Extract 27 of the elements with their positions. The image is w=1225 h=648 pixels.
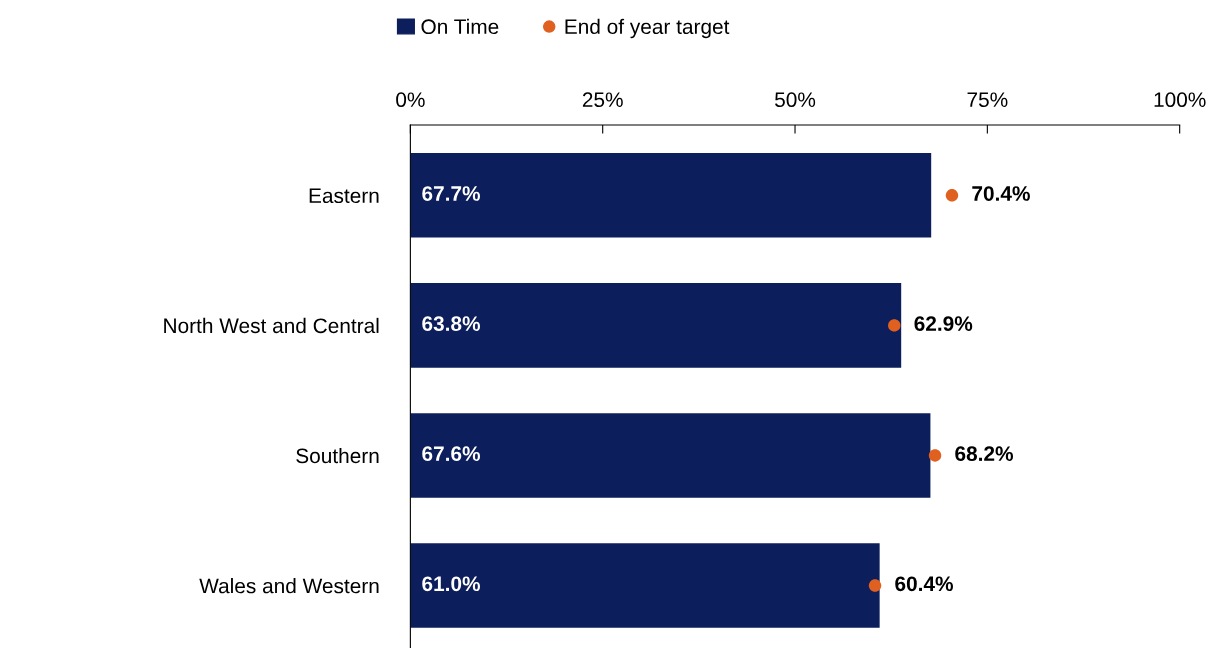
point [945, 189, 959, 202]
data-label: 61.0% [422, 576, 481, 592]
legend-label: On Time [421, 18, 499, 35]
x-tick-label: 75% [967, 92, 1008, 108]
legend-label: End of year target [565, 18, 730, 39]
bar [410, 153, 932, 238]
y-tick-label: Southern [296, 447, 379, 464]
y-tick-label: North West and Central [164, 317, 379, 334]
data-label: 67.7% [422, 186, 481, 201]
x-tick-label: 0% [396, 92, 425, 108]
y-tick-label: Eastern [309, 188, 379, 204]
x-tick-label: 100% [1154, 92, 1206, 108]
data-label: 62.9% [914, 316, 973, 331]
x-tick-label: 25% [582, 92, 623, 108]
data-label: 60.4% [895, 576, 953, 592]
bar [410, 543, 880, 628]
bar [410, 413, 931, 498]
point [888, 319, 901, 332]
point [928, 449, 942, 462]
data-label: 67.6% [422, 446, 481, 462]
data-label: 68.2% [955, 446, 1014, 462]
point [868, 579, 882, 592]
bar [410, 283, 902, 368]
data-label: 70.4% [972, 186, 1030, 201]
x-tick-label: 50% [775, 92, 816, 108]
y-tick-label: Wales and Western [199, 578, 379, 594]
data-label: 63.8% [422, 316, 481, 332]
